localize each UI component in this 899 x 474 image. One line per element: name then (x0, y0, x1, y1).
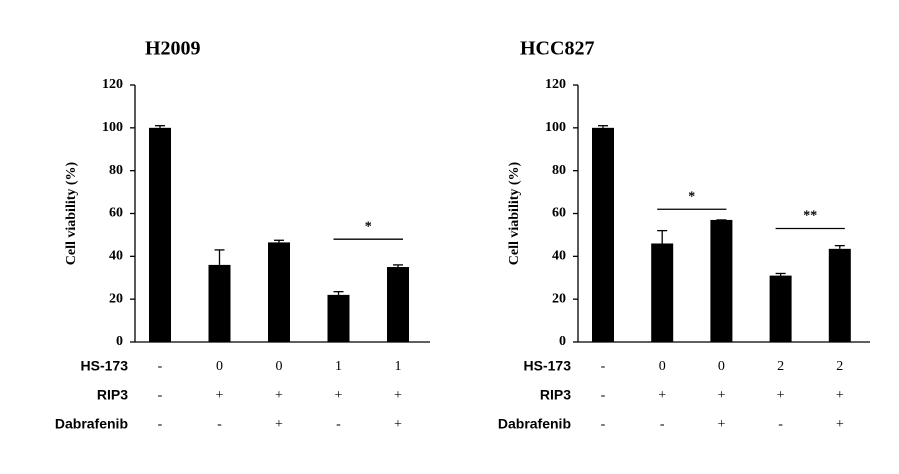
condition-value: - (217, 417, 222, 432)
significance-mark: ** (803, 209, 817, 224)
condition-label: HS-173 (81, 358, 129, 374)
condition-value: 0 (276, 359, 283, 374)
condition-label: Dabrafenib (498, 416, 571, 432)
condition-value: + (216, 388, 224, 403)
bar (268, 242, 290, 342)
chart-title: H2009 (145, 38, 201, 60)
y-tick-label: 80 (552, 163, 566, 178)
condition-value: - (778, 417, 783, 432)
y-tick-label: 120 (545, 77, 566, 92)
condition-value: - (158, 359, 163, 374)
condition-value: - (601, 417, 606, 432)
condition-value: + (836, 417, 844, 432)
y-tick-label: 120 (102, 77, 123, 92)
condition-value: + (394, 388, 402, 403)
y-tick-label: 80 (109, 163, 123, 178)
bar (387, 267, 409, 342)
condition-value: + (836, 388, 844, 403)
bar (828, 248, 851, 342)
condition-value: 0 (718, 359, 725, 374)
condition-value: 0 (659, 359, 666, 374)
condition-value: 0 (216, 359, 223, 374)
y-tick-label: 0 (559, 334, 566, 349)
condition-value: - (158, 388, 163, 403)
y-axis-label: Cell viability (%) (64, 161, 79, 265)
y-tick-label: 40 (109, 249, 123, 264)
condition-value: + (717, 388, 725, 403)
bar (327, 294, 350, 342)
bar (651, 243, 674, 342)
condition-value: + (275, 388, 283, 403)
bar (208, 264, 231, 342)
condition-value: - (601, 388, 606, 403)
condition-value: 2 (777, 359, 784, 374)
bar (769, 275, 792, 342)
y-tick-label: 40 (552, 249, 566, 264)
chart-title: HCC827 (520, 38, 594, 60)
y-tick-label: 60 (552, 206, 566, 221)
y-tick-label: 100 (545, 120, 566, 135)
y-tick-label: 20 (109, 291, 123, 306)
condition-value: + (275, 417, 283, 432)
bar (710, 219, 733, 342)
condition-value: + (658, 388, 666, 403)
condition-value: + (777, 388, 785, 403)
condition-value: + (717, 417, 725, 432)
y-tick-label: 60 (109, 206, 123, 221)
condition-label: RIP3 (97, 387, 128, 403)
y-tick-label: 100 (102, 120, 123, 135)
condition-value: - (336, 417, 341, 432)
condition-value: 2 (836, 359, 843, 374)
y-tick-label: 0 (116, 334, 123, 349)
condition-value: - (158, 417, 163, 432)
condition-label: HS-173 (524, 358, 572, 374)
y-axis-label: Cell viability (%) (507, 161, 522, 265)
condition-value: + (335, 388, 343, 403)
condition-value: 1 (335, 359, 342, 374)
condition-value: - (601, 359, 606, 374)
significance-mark: * (365, 219, 372, 234)
condition-label: RIP3 (540, 387, 571, 403)
y-tick-label: 20 (552, 291, 566, 306)
bar (149, 127, 171, 342)
condition-label: Dabrafenib (55, 416, 128, 432)
condition-value: 1 (395, 359, 402, 374)
significance-mark: * (688, 189, 695, 204)
condition-value: - (660, 417, 665, 432)
condition-value: + (394, 417, 402, 432)
bar (592, 127, 614, 342)
